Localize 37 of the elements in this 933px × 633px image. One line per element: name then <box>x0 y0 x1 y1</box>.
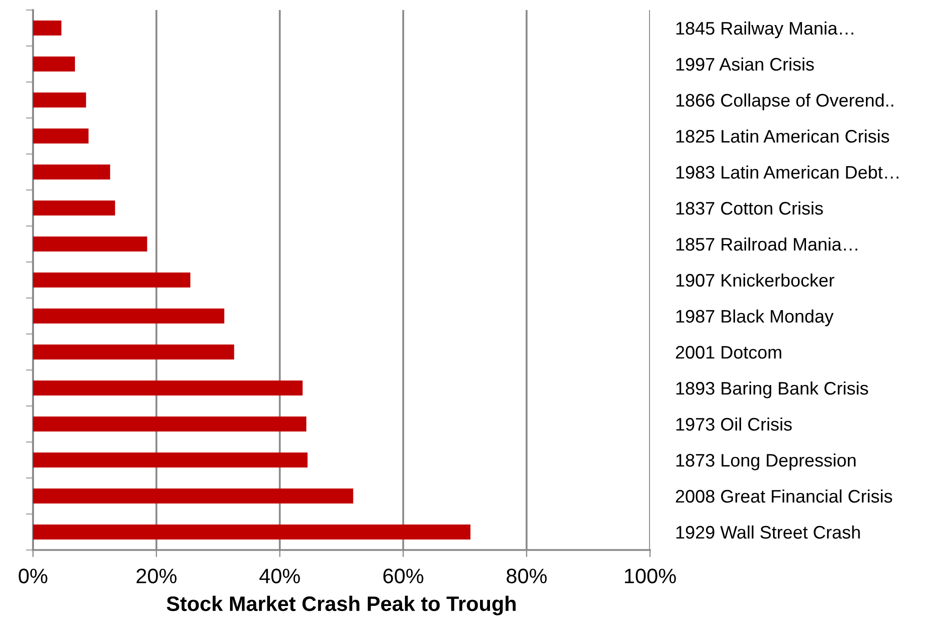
x-tick-label: 80% <box>506 568 547 584</box>
x-tick-label: 0% <box>18 568 48 584</box>
y-tick-label: 1866 Collapse of Overend.. <box>676 93 894 110</box>
bar <box>33 452 308 468</box>
bar <box>33 128 89 144</box>
x-tick-label: 20% <box>136 568 177 584</box>
bar <box>33 56 75 72</box>
y-tick-label: 1845 Railway Mania… <box>676 21 854 38</box>
x-axis-title: Stock Market Crash Peak to Trough <box>166 596 516 616</box>
x-tick-label: 60% <box>383 568 424 584</box>
y-tick-label: 1873 Long Depression <box>676 453 856 470</box>
y-tick-label: 1837 Cotton Crisis <box>676 201 823 215</box>
y-tick-label: 1893 Baring Bank Crisis <box>676 381 868 398</box>
bar <box>33 20 62 36</box>
bar <box>33 236 148 252</box>
bar <box>33 272 190 288</box>
y-tick-label: 1929 Wall Street Crash <box>676 525 860 539</box>
y-tick-label: 1983 Latin American Debt… <box>676 165 898 179</box>
y-tick-label: 1997 Asian Crisis <box>676 57 814 71</box>
bar <box>33 344 234 360</box>
y-tick-label: 1973 Oil Crisis <box>676 417 792 431</box>
y-tick-label: 2001 Dotcom <box>676 346 782 359</box>
y-tick-label: 1825 Latin American Crisis <box>676 129 890 143</box>
bar <box>33 488 354 504</box>
bar <box>33 416 306 432</box>
bar <box>33 524 470 540</box>
bar <box>33 164 110 180</box>
y-tick-label: 1987 Black Monday <box>676 309 834 326</box>
y-tick-label: 1857 Railroad Mania… <box>676 237 858 251</box>
bar <box>33 200 116 216</box>
x-tick-label: 100% <box>624 568 676 584</box>
x-tick-label: 40% <box>259 568 300 584</box>
bar <box>33 308 224 324</box>
y-tick-label: 2008 Great Financial Crisis <box>676 489 892 503</box>
y-tick-label: 1907 Knickerbocker <box>676 273 834 287</box>
bar <box>33 92 86 108</box>
bar <box>33 380 303 396</box>
